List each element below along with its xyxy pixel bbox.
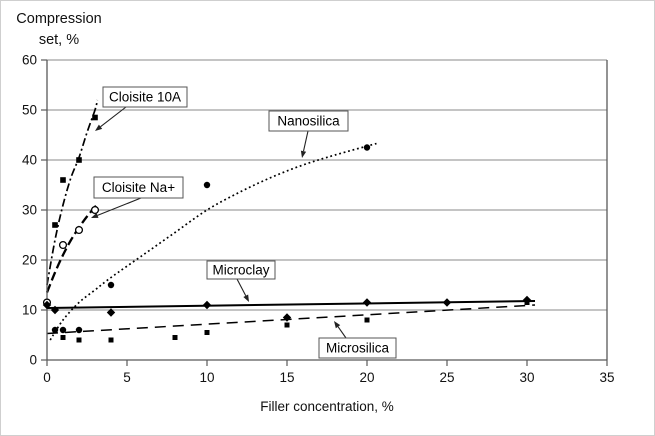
y-tick-label-0: 0 — [29, 353, 37, 368]
x-tick-label-0: 0 — [43, 370, 51, 385]
series-cloisite-na — [42, 205, 100, 307]
series-cloisite-10a — [52, 114, 98, 228]
annotation-microsilica: Microsilica — [318, 321, 397, 359]
y-tick-label-20: 20 — [22, 253, 37, 268]
trend-nanosilica — [49, 142, 377, 341]
y-axis-title-line2: set, % — [38, 31, 80, 48]
y-tick-label-40: 40 — [22, 153, 37, 168]
arrowhead-icon — [95, 124, 103, 131]
y-tick-label-60: 60 — [22, 53, 37, 68]
annotation-nanosilica: Nanosilica — [268, 110, 349, 158]
y-tick-label-50: 50 — [22, 103, 37, 118]
series-label-text: Cloisite Na+ — [102, 180, 175, 195]
series-microclay — [42, 295, 532, 322]
y-axis-title-line1: Compression — [16, 11, 102, 27]
x-tick-label-5: 5 — [123, 370, 131, 385]
leader-line — [236, 278, 247, 297]
axis-ticks-and-labels: 0 5 10 15 20 25 30 35 0 10 20 30 40 50 60 — [22, 53, 615, 386]
x-tick-label-35: 35 — [599, 370, 614, 385]
arrowhead-icon — [334, 321, 341, 329]
label-box — [93, 176, 184, 199]
series-label-text: Cloisite 10A — [109, 90, 181, 105]
trend-cloisite-10a — [46, 99, 99, 286]
trend-microclay — [46, 300, 536, 309]
label-box — [318, 337, 397, 359]
y-axis-title: Compression set, % — [10, 9, 108, 50]
x-tick-label-15: 15 — [279, 370, 294, 385]
gridlines — [47, 59, 607, 311]
label-box — [206, 260, 276, 280]
series-label-text: Nanosilica — [277, 114, 340, 129]
arrowhead-icon — [91, 212, 99, 218]
series-label-text: Microsilica — [326, 341, 389, 356]
arrowhead-icon — [300, 150, 307, 158]
label-box — [102, 86, 188, 108]
leader-line — [100, 106, 127, 128]
series-label-text: Microclay — [212, 263, 269, 278]
x-axis-title: Filler concentration, % — [260, 399, 394, 414]
annotation-cloisite-na: Cloisite Na+ — [91, 176, 184, 218]
x-tick-label-10: 10 — [199, 370, 214, 385]
trend-cloisite-na — [45, 204, 98, 293]
leader-line — [337, 326, 347, 339]
leader-line — [97, 197, 142, 216]
x-tick-label-20: 20 — [359, 370, 374, 385]
trend-lines — [45, 99, 536, 341]
series-nanosilica — [51, 144, 371, 334]
label-box — [268, 110, 349, 132]
arrowhead-icon — [243, 294, 249, 302]
series-microsilica — [60, 300, 530, 343]
x-tick-label-25: 25 — [439, 370, 454, 385]
leader-line — [302, 130, 309, 152]
y-tick-label-10: 10 — [22, 303, 37, 318]
annotation-cloisite-10a: Cloisite 10A — [95, 86, 188, 131]
x-tick-label-30: 30 — [519, 370, 534, 385]
y-tick-label-30: 30 — [22, 203, 37, 218]
annotation-microclay: Microclay — [206, 260, 276, 302]
trend-microsilica — [46, 304, 536, 335]
